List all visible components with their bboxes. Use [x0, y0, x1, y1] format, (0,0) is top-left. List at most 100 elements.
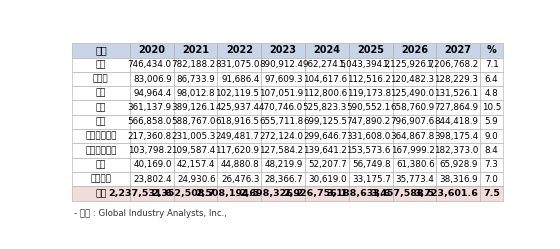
Text: 1,206,768.2: 1,206,768.2: [426, 60, 478, 69]
Text: 525,823.3: 525,823.3: [302, 103, 347, 112]
Text: 249,481.7: 249,481.7: [216, 132, 259, 141]
Bar: [436, 72, 480, 86]
Bar: [349, 143, 393, 158]
Text: 91,686.4: 91,686.4: [221, 74, 259, 83]
Bar: [174, 172, 217, 186]
Bar: [72, 100, 130, 115]
Text: 48,219.9: 48,219.9: [265, 160, 303, 169]
Text: 112,516.2: 112,516.2: [347, 74, 391, 83]
Bar: [130, 100, 174, 115]
Text: 119,173.8: 119,173.8: [347, 89, 391, 98]
Text: 아시아태평양: 아시아태평양: [85, 132, 116, 141]
Bar: [217, 58, 261, 72]
Bar: [393, 143, 436, 158]
Text: 52,207.7: 52,207.7: [308, 160, 347, 169]
Bar: [393, 172, 436, 186]
Text: 120,482.3: 120,482.3: [390, 74, 435, 83]
Text: 153,573.6: 153,573.6: [347, 146, 391, 155]
Text: 8.4: 8.4: [485, 146, 498, 155]
Bar: [261, 172, 305, 186]
Text: 658,760.9: 658,760.9: [390, 103, 435, 112]
Bar: [480, 186, 503, 200]
Bar: [217, 72, 261, 86]
Bar: [305, 86, 349, 100]
Bar: [480, 172, 503, 186]
Text: 일본: 일본: [96, 89, 106, 98]
Bar: [393, 115, 436, 129]
Bar: [72, 72, 130, 86]
Bar: [261, 143, 305, 158]
Bar: [305, 43, 349, 58]
Text: 83,006.9: 83,006.9: [133, 74, 172, 83]
Text: 831,075.0: 831,075.0: [215, 60, 259, 69]
Bar: [436, 172, 480, 186]
Bar: [305, 143, 349, 158]
Text: 28,366.7: 28,366.7: [264, 175, 303, 184]
Bar: [393, 129, 436, 143]
Bar: [174, 58, 217, 72]
Bar: [480, 100, 503, 115]
Bar: [305, 158, 349, 172]
Text: 7.5: 7.5: [483, 189, 500, 198]
Text: 4.8: 4.8: [485, 89, 498, 98]
Text: 2020: 2020: [138, 46, 165, 56]
Bar: [349, 115, 393, 129]
Text: 38,316.9: 38,316.9: [440, 175, 478, 184]
Bar: [436, 100, 480, 115]
Text: 2,508,194.5: 2,508,194.5: [195, 189, 259, 198]
Bar: [349, 72, 393, 86]
Bar: [130, 43, 174, 58]
Text: 미국: 미국: [96, 60, 106, 69]
Bar: [174, 72, 217, 86]
Text: 890,912.4: 890,912.4: [259, 60, 303, 69]
Bar: [436, 58, 480, 72]
Text: 94,964.4: 94,964.4: [134, 89, 172, 98]
Bar: [436, 129, 480, 143]
Bar: [72, 86, 130, 100]
Text: 104,617.6: 104,617.6: [303, 74, 347, 83]
Bar: [174, 158, 217, 172]
Bar: [349, 186, 393, 200]
Bar: [130, 86, 174, 100]
Text: 2026: 2026: [401, 46, 428, 56]
Bar: [130, 172, 174, 186]
Text: 231,005.3: 231,005.3: [171, 132, 216, 141]
Bar: [436, 86, 480, 100]
Text: 26,476.3: 26,476.3: [221, 175, 259, 184]
Bar: [130, 158, 174, 172]
Bar: [261, 186, 305, 200]
Bar: [72, 43, 130, 58]
Text: 2,237,531.6: 2,237,531.6: [108, 189, 172, 198]
Bar: [174, 143, 217, 158]
Bar: [305, 172, 349, 186]
Bar: [349, 100, 393, 115]
Text: %: %: [487, 46, 497, 56]
Text: 167,999.2: 167,999.2: [391, 146, 435, 155]
Text: 747,890.2: 747,890.2: [347, 118, 391, 126]
Bar: [305, 129, 349, 143]
Text: 618,916.5: 618,916.5: [216, 118, 259, 126]
Bar: [436, 158, 480, 172]
Bar: [217, 86, 261, 100]
Bar: [393, 72, 436, 86]
Text: 30,619.0: 30,619.0: [309, 175, 347, 184]
Bar: [393, 186, 436, 200]
Text: 5.9: 5.9: [485, 118, 498, 126]
Bar: [261, 72, 305, 86]
Bar: [174, 86, 217, 100]
Bar: [174, 115, 217, 129]
Bar: [72, 58, 130, 72]
Text: 40,169.0: 40,169.0: [133, 160, 172, 169]
Bar: [480, 58, 503, 72]
Bar: [393, 100, 436, 115]
Text: 중국: 중국: [96, 103, 106, 112]
Text: 1,125,926.7: 1,125,926.7: [382, 60, 435, 69]
Bar: [305, 186, 349, 200]
Bar: [480, 115, 503, 129]
Text: 112,800.6: 112,800.6: [303, 89, 347, 98]
Bar: [305, 115, 349, 129]
Text: 2021: 2021: [182, 46, 209, 56]
Bar: [480, 72, 503, 86]
Text: 699,125.5: 699,125.5: [303, 118, 347, 126]
Text: 42,157.4: 42,157.4: [177, 160, 216, 169]
